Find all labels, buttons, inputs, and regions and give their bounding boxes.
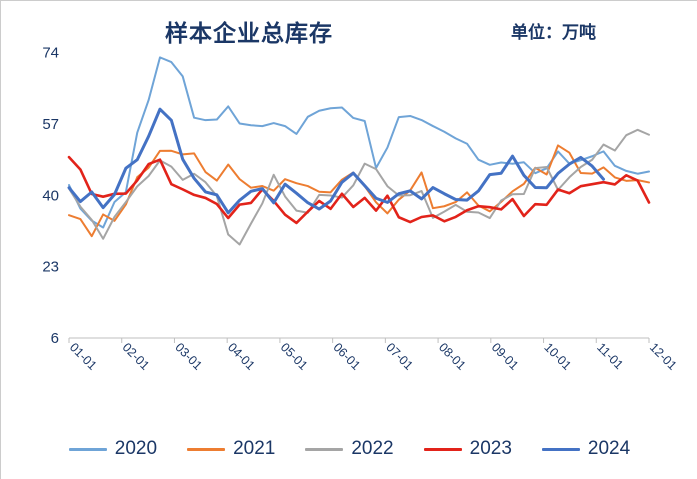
svg-text:40: 40 (42, 187, 59, 204)
svg-text:57: 57 (42, 116, 59, 133)
svg-text:06-01: 06-01 (331, 340, 364, 373)
svg-text:6: 6 (51, 330, 59, 347)
svg-text:03-01: 03-01 (172, 340, 205, 373)
svg-text:02-01: 02-01 (120, 340, 153, 373)
svg-text:01-01: 01-01 (67, 340, 100, 373)
svg-text:12-01: 12-01 (647, 340, 680, 373)
svg-text:04-01: 04-01 (225, 340, 258, 373)
svg-text:74: 74 (42, 45, 59, 62)
svg-text:07-01: 07-01 (383, 340, 416, 373)
svg-text:11-01: 11-01 (594, 340, 626, 372)
svg-text:08-01: 08-01 (436, 340, 469, 373)
svg-text:10-01: 10-01 (541, 340, 574, 373)
svg-text:23: 23 (42, 259, 59, 276)
svg-text:09-01: 09-01 (489, 340, 522, 373)
svg-text:05-01: 05-01 (278, 340, 311, 373)
